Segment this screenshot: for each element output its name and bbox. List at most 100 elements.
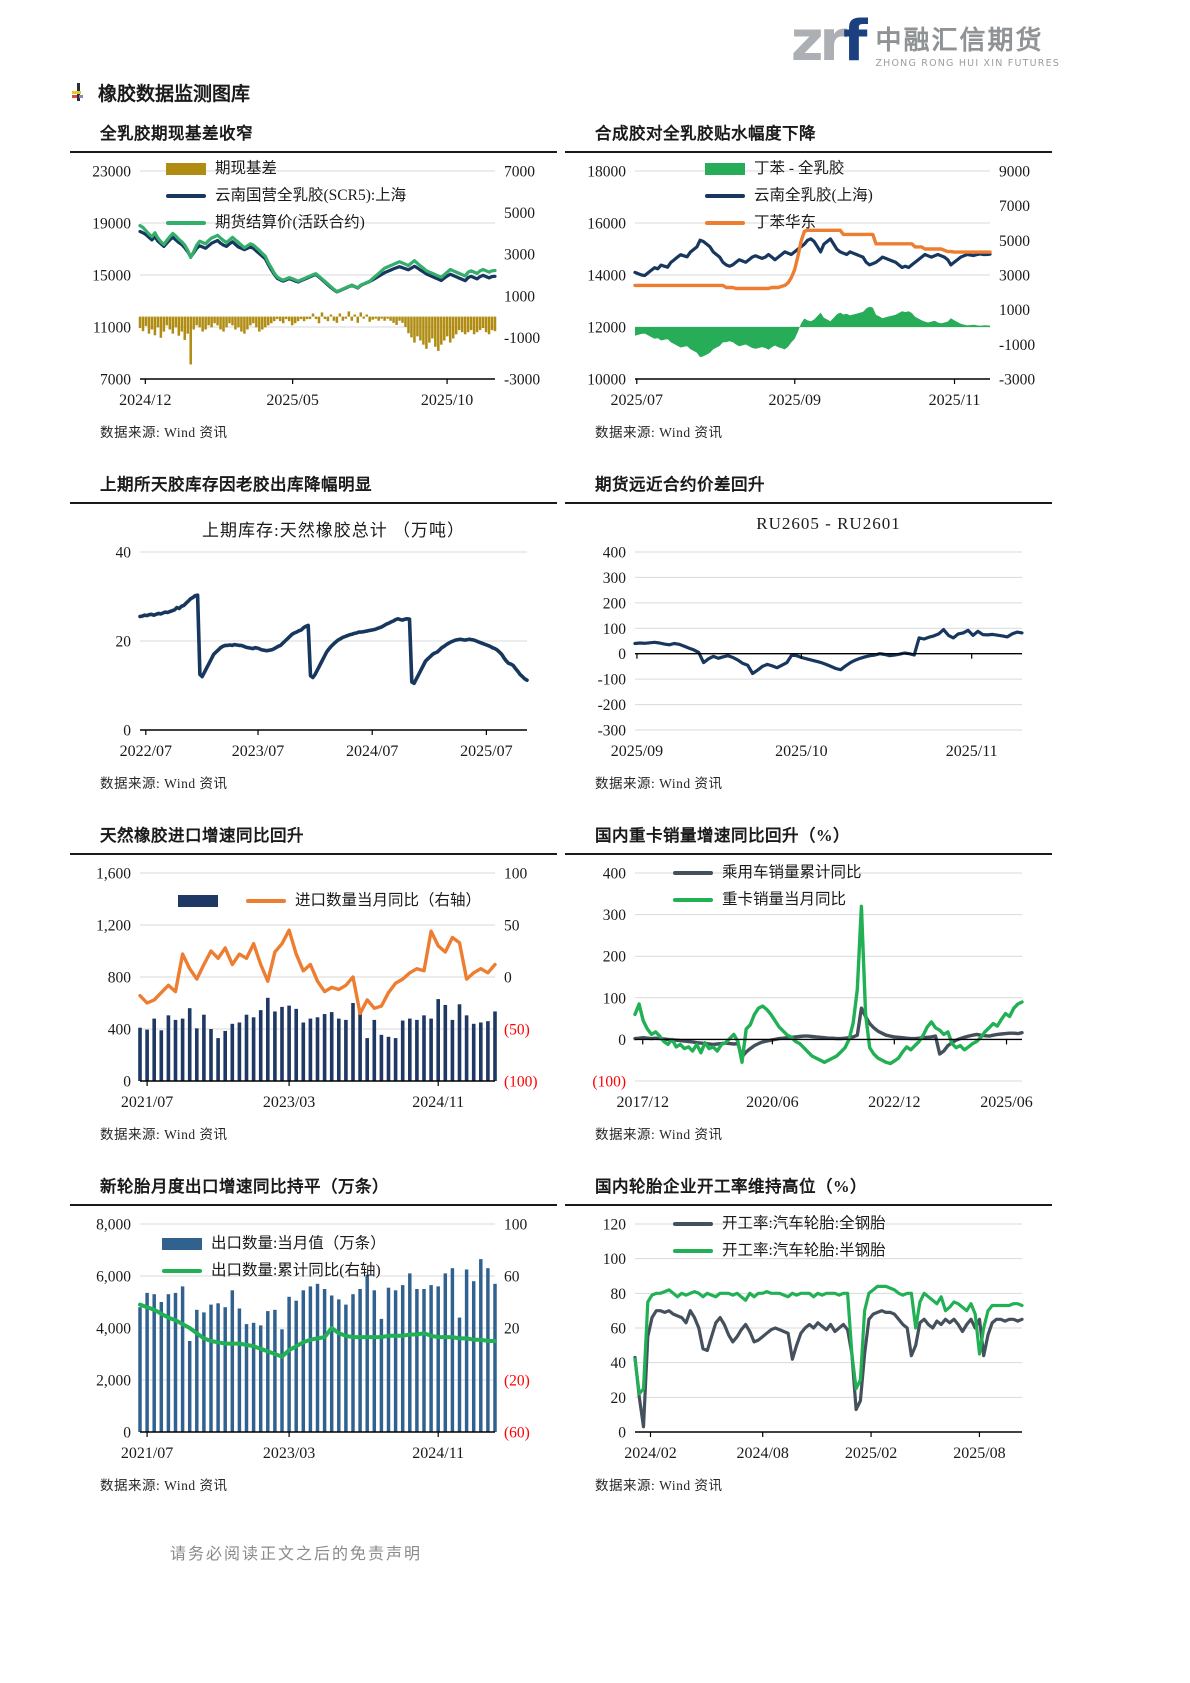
- x-tick-label: 2022/12: [868, 1094, 920, 1111]
- y-tick-label: 300: [603, 907, 627, 924]
- y-tick-label: 400: [603, 866, 627, 883]
- series-line: [633, 228, 992, 291]
- legend-item: 云南国营全乳胶(SCR5):上海: [166, 184, 406, 208]
- series: [138, 593, 529, 686]
- y-tick-label: 8,000: [96, 1217, 131, 1234]
- y-tick-label: 100: [504, 1217, 528, 1234]
- data-source-note: 数据来源: Wind 资讯: [595, 1127, 723, 1142]
- y-tick-label: (60): [504, 1425, 530, 1442]
- y-tick-label: 100: [603, 1251, 627, 1268]
- x-tick-label: 2025/07: [460, 743, 512, 760]
- chart-shfe-inventory-chart: 2022/07 2023/07 2024/07 2025/07 0 20 40 上期库存:天然…: [70, 508, 553, 764]
- y-axis-left: 10000 12000 14000 16000 18000: [587, 164, 626, 389]
- x-axis: 2021/07 2023/03 2024/11: [121, 1080, 495, 1111]
- y-tick-label: 50: [504, 918, 520, 935]
- legend-label: 期现基差: [215, 160, 278, 177]
- chart-nr-imports-title: 天然橡胶进口增速同比回升: [100, 826, 304, 845]
- y-tick-label: -3000: [999, 372, 1035, 389]
- y-tick-label: 23000: [92, 164, 131, 181]
- chart-tire-exports-svg: 2021/07 2023/03 2024/11 0 2,000 4,000 6,000 8,0…: [96, 1217, 530, 1463]
- y-tick-label: 800: [108, 970, 132, 987]
- legend-item: 重卡销量当月同比: [673, 888, 862, 912]
- section-header: 橡胶数据监测图库: [70, 79, 1190, 106]
- x-tick-label: 2024/12: [119, 392, 171, 409]
- y-tick-label: -200: [598, 697, 627, 714]
- series-line: [138, 928, 497, 1016]
- y-tick-label: 18000: [587, 164, 626, 181]
- x-tick-label: 2022/07: [120, 743, 172, 760]
- y-tick-label: 7000: [504, 164, 535, 181]
- y-axis-right: (100) (50) 0 50 100: [504, 866, 538, 1091]
- x-axis: 2024/12 2025/05 2025/10: [119, 378, 495, 409]
- x-tick-label: 2024/07: [346, 743, 398, 760]
- chart-truck-sales-svg: 2017/12 2020/06 2022/12 2025/06 (100) 0 100 200…: [592, 866, 1033, 1112]
- x-axis: 2021/07 2023/03 2024/11: [121, 1431, 495, 1462]
- legend-item: 进口数量当月同比（右轴）: [246, 889, 481, 913]
- chart-shfe-inventory-svg: 2022/07 2023/07 2024/07 2025/07 0 20 40: [116, 545, 529, 760]
- chart-basis-svg: 2024/12 2025/05 2025/10 7000 11000 15000 19000…: [92, 164, 540, 410]
- series-line: [138, 229, 497, 294]
- chart-synthetic-discount-chart: 2025/07 2025/09 2025/11 10000 12000 14000 1600…: [565, 157, 1048, 413]
- y-tick-label: 200: [603, 595, 627, 612]
- y-tick-label: 4,000: [96, 1321, 131, 1338]
- y-tick-label: 400: [108, 1022, 132, 1039]
- y-tick-label: -1000: [999, 337, 1035, 354]
- chart-tire-exports-chart: 2021/07 2023/03 2024/11 0 2,000 4,000 6,000 8,0…: [70, 1210, 553, 1466]
- x-tick-label: 2025/09: [611, 743, 663, 760]
- legend-label: 丁苯 - 全乳胶: [754, 160, 845, 177]
- series-line: [633, 1284, 1024, 1396]
- y-tick-label: 7000: [100, 372, 131, 389]
- y-tick-label: -1000: [504, 330, 540, 347]
- legend-label: 开工率:汽车轮胎:全钢胎: [722, 1215, 886, 1232]
- y-tick-label: -300: [598, 723, 627, 740]
- series-bar: [138, 997, 497, 1081]
- chart-calendar-spread-svg: 2025/09 2025/10 2025/11 -300 -200 -100 0 100 200…: [598, 545, 1024, 760]
- chart-truck-sales-title: 国内重卡销量增速同比回升（%）: [595, 826, 850, 845]
- legend-item: 开工率:汽车轮胎:全钢胎: [673, 1212, 886, 1236]
- series-line: [633, 1309, 1024, 1429]
- legend-label: 云南国营全乳胶(SCR5):上海: [215, 187, 407, 205]
- legend-item: 丁苯 - 全乳胶: [705, 157, 873, 181]
- data-source-note: 数据来源: Wind 资讯: [100, 425, 228, 440]
- y-axis-left: 0 400 800 1,200 1,600: [96, 866, 131, 1091]
- y-tick-label: 120: [603, 1217, 627, 1234]
- y-tick-label: 5000: [999, 233, 1030, 250]
- data-source-note: 数据来源: Wind 资讯: [100, 1478, 228, 1493]
- x-tick-label: 2025/07: [611, 392, 663, 409]
- chart-tire-exports-title: 新轮胎月度出口增速同比持平（万条）: [100, 1177, 389, 1196]
- x-tick-label: 2025/09: [769, 392, 821, 409]
- chart-truck-sales-rule: [565, 853, 1052, 855]
- legend-bar-swatch: [166, 163, 206, 175]
- x-tick-label: 2025/10: [775, 743, 827, 760]
- x-axis: 2017/12 2020/06 2022/12 2025/06: [617, 1038, 1033, 1111]
- legend-item: 出口数量:累计同比(右轴): [162, 1259, 386, 1283]
- y-tick-label: 40: [611, 1355, 627, 1372]
- x-tick-label: 2025/02: [845, 1445, 897, 1462]
- legend-item: 丁苯华东: [705, 211, 873, 235]
- x-tick-label: 2023/03: [263, 1445, 315, 1462]
- y-tick-label: 7000: [999, 198, 1030, 215]
- section-bullet-icon: [72, 82, 83, 101]
- y-tick-label: 60: [504, 1269, 520, 1286]
- y-tick-label: (20): [504, 1373, 530, 1390]
- y-tick-label: 100: [603, 621, 627, 638]
- legend: 乘用车销量累计同比 重卡销量当月同比: [673, 861, 862, 912]
- x-axis: 2022/07 2023/07 2024/07 2025/07: [120, 729, 527, 760]
- chart-synthetic-discount-title: 合成胶对全乳胶贴水幅度下降: [595, 124, 816, 143]
- disclaimer-note: 请务必阅读正文之后的免责声明: [170, 1546, 423, 1563]
- legend-item: 乘用车销量累计同比: [673, 861, 862, 885]
- x-tick-label: 2025/10: [421, 392, 473, 409]
- legend-line-swatch: [673, 898, 713, 903]
- y-tick-label: 0: [504, 970, 512, 987]
- legend-bar-swatch: [162, 1238, 202, 1250]
- y-tick-label: 0: [123, 1425, 131, 1442]
- legend-label: 云南全乳胶(上海): [754, 187, 873, 205]
- legend-line-swatch: [673, 1222, 713, 1226]
- y-tick-label: 3000: [999, 268, 1030, 285]
- legend: 进口数量当月同比（右轴）: [178, 889, 481, 913]
- chart-nr-imports-rule: [70, 853, 557, 855]
- legend: 期现基差 云南国营全乳胶(SCR5):上海 期货结算价(活跃合约): [166, 157, 406, 235]
- y-tick-label: -100: [598, 672, 627, 689]
- legend-line-swatch: [705, 221, 745, 226]
